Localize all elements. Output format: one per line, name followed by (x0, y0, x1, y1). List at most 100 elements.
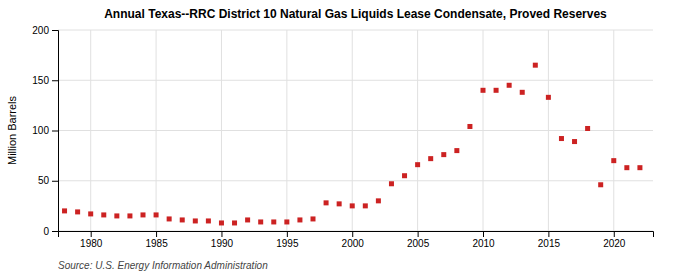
source: Source: U.S. Energy Information Administ… (58, 260, 268, 271)
point (402, 173, 407, 178)
grid-line (58, 180, 653, 181)
x-axis-tick: 1980 (80, 231, 103, 249)
grid-line (417, 30, 418, 231)
tick-mark (52, 181, 58, 182)
grid-line (352, 30, 353, 231)
point (520, 90, 525, 95)
x-axis-line (59, 232, 654, 238)
point (219, 220, 224, 225)
x-axis-tick: 2015 (538, 231, 561, 249)
point (415, 162, 420, 167)
point (428, 156, 433, 161)
tick-mark (156, 231, 157, 237)
grid-line (286, 30, 287, 231)
y-axis-tick: 200 (32, 25, 58, 36)
y-axis: 0 50 100 150 200 (32, 25, 58, 237)
y-axis-tick: 0 (43, 226, 58, 237)
point (585, 126, 590, 131)
point (376, 198, 381, 203)
point (167, 216, 172, 221)
tick-label: 50 (38, 175, 50, 186)
point (337, 201, 342, 206)
point (363, 203, 368, 208)
grid-line (58, 30, 653, 31)
y-axis-line (52, 31, 59, 232)
point (297, 217, 302, 222)
chart: 1980 1985 1990 1995 2000 2005 2010 2015 2020 0 50 1… (0, 0, 675, 275)
x-axis-tick: 2000 (342, 231, 365, 249)
x-axis-tick: 2010 (472, 231, 495, 249)
point (180, 217, 185, 222)
point (350, 203, 355, 208)
point (441, 152, 446, 157)
tick-mark (352, 231, 353, 237)
point (637, 165, 642, 170)
tick-mark (52, 231, 58, 232)
point (232, 220, 237, 225)
x-axis-tick: 1985 (145, 231, 168, 249)
grid-line (221, 30, 222, 231)
point (611, 158, 616, 163)
tick-mark (52, 80, 58, 81)
plot: 1980 1985 1990 1995 2000 2005 2010 2015 2020 0 50 1… (32, 25, 653, 249)
point (284, 219, 289, 224)
point (271, 219, 276, 224)
point (546, 95, 551, 100)
point (75, 209, 80, 214)
point (624, 165, 629, 170)
point (481, 88, 486, 93)
point (311, 216, 316, 221)
tick-label: 1980 (80, 238, 103, 249)
tick-mark (418, 231, 419, 237)
tick-label: 2015 (538, 238, 561, 249)
tick-label: 1985 (145, 238, 168, 249)
point (389, 181, 394, 186)
point (598, 182, 603, 187)
tick-label: 200 (32, 25, 49, 36)
point (467, 124, 472, 129)
point (193, 218, 198, 223)
tick-label: 2010 (472, 238, 495, 249)
tick-mark (91, 231, 92, 237)
y-axis-title: Million Barrels (6, 95, 18, 165)
point (507, 83, 512, 88)
x-axis-tick: 2020 (603, 231, 626, 249)
point (572, 139, 577, 144)
point (533, 63, 538, 68)
point (206, 218, 211, 223)
tick-label: 1995 (276, 238, 299, 249)
points (62, 63, 642, 226)
y-axis-tick: 50 (38, 175, 58, 186)
grid-line (483, 30, 484, 231)
grid-line (58, 80, 653, 81)
tick-mark (614, 231, 615, 237)
point (258, 219, 263, 224)
point (324, 200, 329, 205)
tick-mark (287, 231, 288, 237)
grid-line (156, 30, 157, 231)
y-axis-tick: 100 (32, 125, 58, 136)
point (559, 136, 564, 141)
tick-label: 0 (43, 226, 49, 237)
tick-mark (52, 30, 58, 31)
point (245, 217, 250, 222)
point (127, 213, 132, 218)
x-axis: 1980 1985 1990 1995 2000 2005 2010 2015 2020 (59, 231, 654, 249)
point (114, 213, 119, 218)
tick-mark (483, 231, 484, 237)
tick-mark (548, 231, 549, 237)
grid (58, 30, 653, 231)
tick-label: 1990 (211, 238, 234, 249)
point (62, 208, 67, 213)
tick-mark (52, 131, 58, 132)
tick-label: 2020 (603, 238, 626, 249)
x-axis-tick: 1995 (276, 231, 299, 249)
point (141, 212, 146, 217)
tick-label: 100 (32, 125, 49, 136)
tick-label: 150 (32, 75, 49, 86)
y-axis-tick: 150 (32, 75, 58, 86)
grid-line (58, 130, 653, 131)
grid-line (613, 30, 614, 231)
x-axis-tick: 2005 (407, 231, 430, 249)
tick-mark (221, 231, 222, 237)
